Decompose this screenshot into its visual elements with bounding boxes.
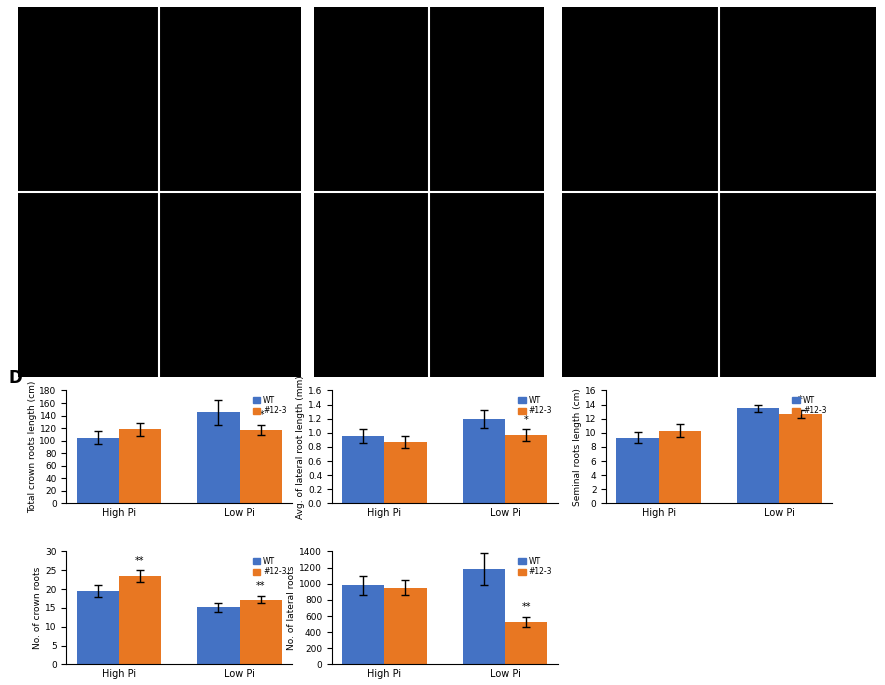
Bar [119,429,161,503]
Legend: WT, #12-3: WT, #12-3 [791,395,828,417]
Legend: WT, #12-3: WT, #12-3 [517,395,554,417]
Text: **: ** [256,410,266,421]
Y-axis label: No. of lateral roots: No. of lateral roots [288,566,296,650]
Text: **: ** [256,582,266,591]
Bar [463,569,505,664]
Text: D: D [9,369,23,387]
Y-axis label: Avg. of lateral root length (mm): Avg. of lateral root length (mm) [296,375,305,519]
Bar [384,442,427,503]
Bar [342,436,384,503]
Bar [384,588,427,664]
Y-axis label: No. of crown roots: No. of crown roots [34,566,42,649]
Legend: WT, #12-3: WT, #12-3 [517,556,554,578]
Text: **: ** [135,556,145,566]
Bar [240,430,281,503]
Y-axis label: Total crown roots length (cm): Total crown roots length (cm) [27,381,36,513]
Bar [342,585,384,664]
Bar [77,438,119,503]
Legend: WT, #12-3: WT, #12-3 [251,395,289,417]
Text: *: * [524,415,528,425]
Bar [197,607,240,664]
Text: *: * [798,395,803,405]
Bar [197,412,240,503]
Bar [737,408,780,503]
Bar [119,576,161,664]
Bar [240,599,281,664]
Bar [77,591,119,664]
Bar [505,622,547,664]
Legend: WT, #12-3: WT, #12-3 [251,556,289,578]
Bar [617,438,658,503]
Y-axis label: Seminal roots length (cm): Seminal roots length (cm) [573,388,582,506]
Bar [463,419,505,503]
Bar [658,431,701,503]
Bar [780,414,821,503]
Bar [505,435,547,503]
Text: **: ** [521,602,531,612]
